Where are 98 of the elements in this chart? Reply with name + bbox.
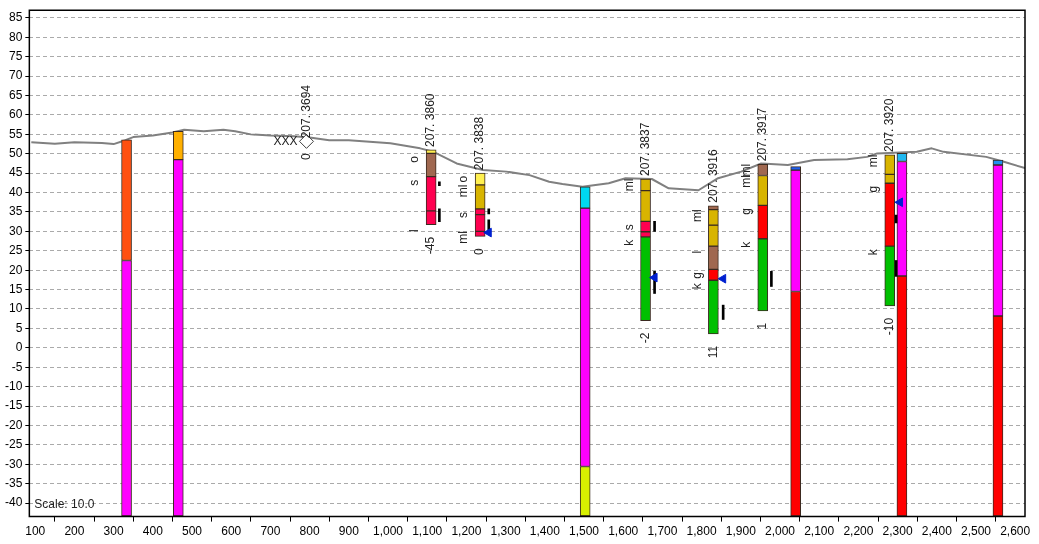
- annotation: 1: [755, 322, 770, 330]
- x-tick-label: 1,000: [373, 524, 404, 539]
- y-tick-label: 80: [8, 29, 23, 44]
- y-tick-label: -20: [5, 417, 23, 432]
- x-tick-label: 1,300: [490, 524, 521, 539]
- x-tick-label: 2,200: [843, 524, 874, 539]
- bar: [653, 220, 656, 232]
- y-tick-label: 10: [8, 301, 23, 316]
- annotation: l: [407, 229, 422, 233]
- y-tick-label: 65: [8, 87, 23, 102]
- x-tick-label: 1,600: [608, 524, 639, 539]
- annotation: o: [456, 175, 471, 183]
- bar: [438, 181, 441, 186]
- x-tick-label: 200: [64, 524, 85, 539]
- x-tick-label: 500: [182, 524, 203, 539]
- y-tick-label: 60: [8, 107, 23, 122]
- x-tick-label: 300: [103, 524, 124, 539]
- annotation: g: [739, 208, 754, 215]
- annotation: s: [407, 179, 422, 186]
- y-tick-label: 85: [8, 10, 23, 25]
- x-tick-label: 2,500: [960, 524, 992, 539]
- annotation: k: [621, 238, 636, 246]
- bar: [438, 208, 441, 223]
- annotation: 11: [705, 345, 720, 359]
- series-label: XXX: [273, 133, 298, 148]
- annotation: -45: [423, 236, 438, 255]
- annotation: 207. 3694: [298, 84, 313, 139]
- x-tick-label: 900: [338, 524, 360, 539]
- annotation: ml: [689, 209, 704, 222]
- annotation: Scale: 10.0: [34, 496, 95, 511]
- annotation: s: [621, 224, 636, 231]
- y-tick-label: 25: [8, 243, 23, 258]
- y-tick-label: -15: [5, 398, 23, 413]
- y-tick-label: -5: [11, 359, 23, 374]
- x-tick-label: 100: [25, 524, 46, 539]
- y-tick-label: 40: [8, 184, 23, 199]
- annotation: ml: [739, 175, 754, 188]
- annotation: k: [739, 240, 754, 248]
- y-tick-label: 20: [8, 262, 23, 277]
- x-tick-label: 800: [299, 524, 320, 539]
- point: [483, 227, 492, 238]
- y-tick-label: 55: [8, 126, 23, 141]
- bar: [770, 271, 773, 287]
- x-tick-label: 2,300: [882, 524, 913, 539]
- annotation: 0: [298, 153, 313, 161]
- y-tick-label: -10: [5, 378, 23, 393]
- annotation: 0: [472, 248, 487, 256]
- point: [649, 272, 658, 283]
- y-tick-label: -35: [5, 475, 23, 490]
- annotation: ml: [866, 154, 881, 168]
- y-tick-label: -30: [5, 456, 23, 471]
- x-tick-label: 1,100: [412, 524, 443, 539]
- annotation: l: [689, 250, 704, 254]
- x-tick-label: 2,100: [804, 524, 835, 539]
- y-tick-label: 0: [15, 340, 23, 355]
- annotation: 207. 3916: [705, 149, 720, 203]
- x-tick-label: 1,500: [568, 524, 600, 539]
- y-tick-label: -25: [5, 437, 23, 452]
- y-tick-label: 50: [8, 146, 23, 161]
- y-tick-label: 75: [8, 49, 23, 64]
- annotation: g: [689, 272, 704, 279]
- annotation: 207. 3837: [637, 122, 652, 176]
- annotation: s: [456, 211, 471, 218]
- y-tick-label: 30: [8, 223, 23, 238]
- annotation: 207. 3920: [882, 98, 897, 152]
- annotation: 207. 3917: [755, 107, 770, 162]
- annotation: -10: [882, 317, 897, 336]
- annotation: ml: [621, 178, 636, 192]
- x-tick-label: 2,000: [764, 524, 796, 539]
- point: [894, 197, 903, 208]
- point: [717, 273, 727, 284]
- x-tick-label: 600: [221, 524, 242, 539]
- annotation: ml: [456, 231, 471, 244]
- annotation: g: [866, 185, 881, 193]
- x-tick-label: 2,400: [921, 524, 953, 539]
- y-tick-label: -40: [5, 495, 23, 510]
- annotation: 207. 3860: [423, 93, 438, 147]
- y-tick-label: 15: [8, 281, 23, 296]
- x-tick-label: 1,700: [647, 524, 678, 539]
- x-tick-label: 1,400: [529, 524, 561, 539]
- annotation: k: [866, 248, 881, 256]
- y-tick-label: 70: [8, 68, 23, 83]
- x-tick-label: 2,600: [1000, 524, 1031, 539]
- y-tick-label: 5: [15, 320, 23, 335]
- x-tick-label: 1,900: [725, 524, 757, 539]
- annotation: -2: [637, 332, 652, 344]
- x-tick-label: 1,800: [686, 524, 717, 539]
- annotation: 207. 3838: [472, 116, 487, 171]
- x-tick-label: 400: [142, 524, 164, 539]
- annotation: o: [407, 155, 422, 163]
- annotation: k: [689, 282, 704, 290]
- annotation: ml: [739, 163, 754, 177]
- x-tick-label: 700: [260, 524, 281, 539]
- bar: [487, 208, 491, 215]
- annotation: ml: [456, 184, 471, 198]
- y-tick-label: 45: [8, 165, 23, 180]
- x-tick-label: 1,200: [451, 524, 482, 539]
- y-tick-label: 35: [8, 204, 23, 219]
